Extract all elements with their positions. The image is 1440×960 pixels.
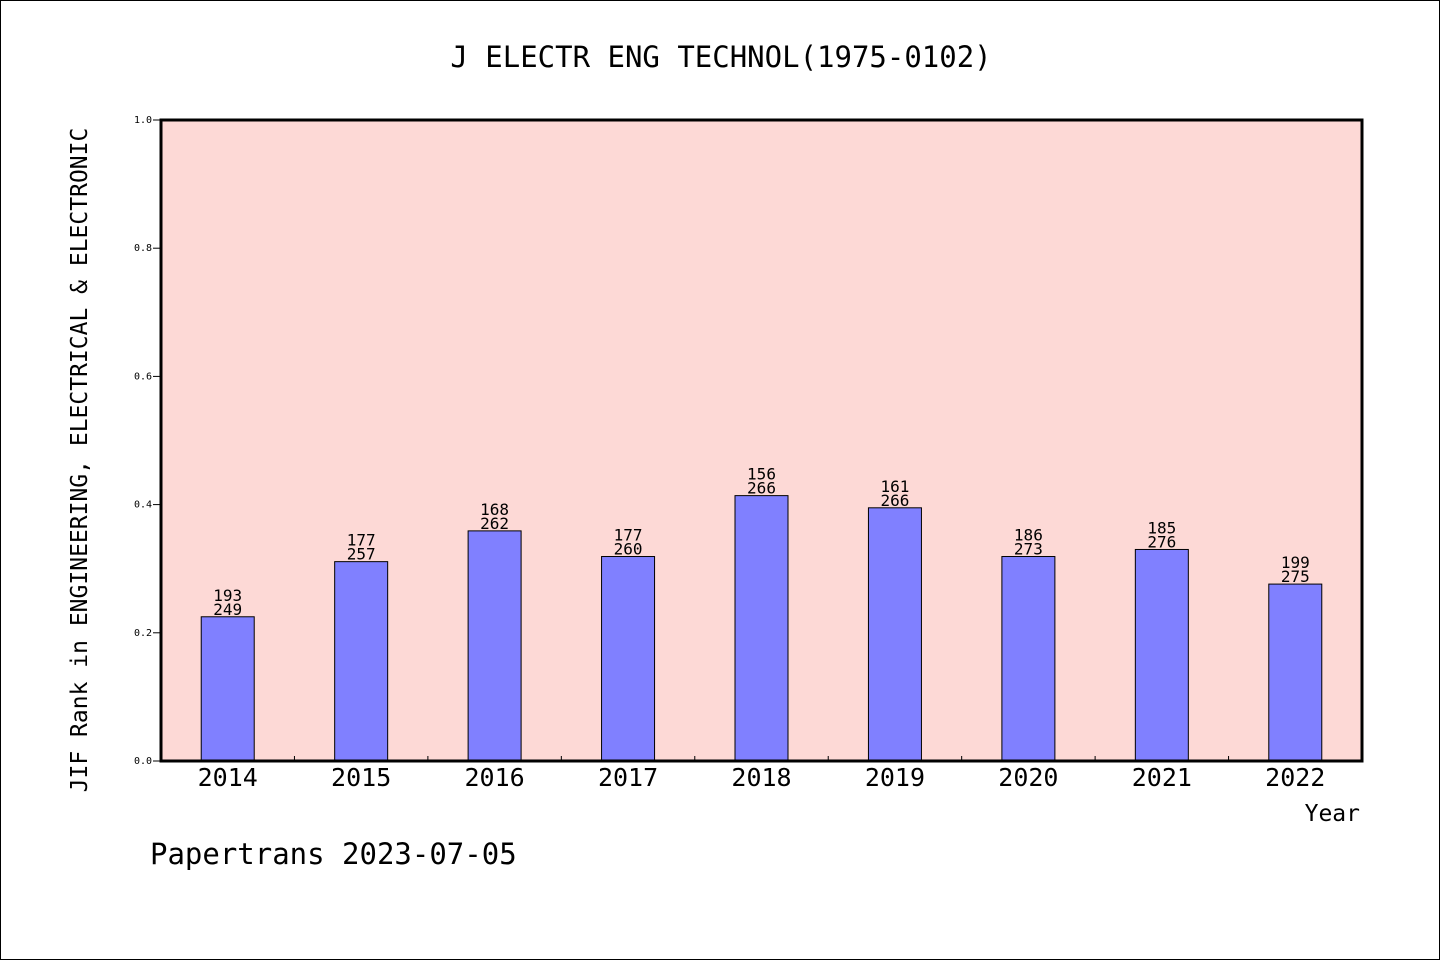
x-tick-label: 2018 bbox=[731, 763, 791, 792]
x-tick-label: 2022 bbox=[1265, 763, 1325, 792]
y-tick-label: 0.0 bbox=[134, 756, 152, 767]
bar-label-top: 177 bbox=[347, 531, 376, 550]
bar-2015 bbox=[334, 561, 389, 762]
bar-label-bottom: 275 bbox=[1281, 567, 1310, 586]
y-tick-label: 0.4 bbox=[134, 500, 152, 511]
bar-label-bottom: 273 bbox=[1014, 540, 1043, 559]
bar-2014 bbox=[200, 616, 255, 762]
bar-label-bottom: 257 bbox=[347, 545, 376, 564]
x-axis: 2014 2015 2016 2017 2018 2019 2020 2021 2022 bbox=[198, 756, 1325, 792]
bar-label-top: 185 bbox=[1147, 518, 1176, 537]
y-tick-label: 0.8 bbox=[134, 243, 152, 254]
bar-label-top: 177 bbox=[614, 526, 643, 545]
bar-label-bottom: 266 bbox=[747, 479, 776, 498]
bar-label-top: 193 bbox=[213, 586, 242, 605]
bar-label-top: 199 bbox=[1281, 553, 1310, 572]
bar-label-top: 156 bbox=[747, 465, 776, 484]
bars-group bbox=[200, 495, 1323, 762]
bar-label-top: 161 bbox=[880, 477, 909, 496]
bar-label-bottom: 260 bbox=[614, 540, 643, 559]
bar-label-bottom: 276 bbox=[1147, 532, 1176, 551]
chart-title: J ELECTR ENG TECHNOL(1975-0102) bbox=[450, 40, 991, 74]
bar-label-bottom: 266 bbox=[880, 491, 909, 510]
x-axis-label: Year bbox=[1305, 801, 1360, 827]
x-tick-label: 2019 bbox=[865, 763, 925, 792]
footer-credit: Papertrans 2023-07-05 bbox=[150, 837, 517, 871]
plot-border bbox=[159, 118, 1364, 763]
x-tick-label: 2021 bbox=[1132, 763, 1192, 792]
y-tick-label: 0.6 bbox=[134, 371, 152, 382]
bar-2021 bbox=[1134, 548, 1189, 762]
bar-2020 bbox=[1001, 556, 1056, 762]
x-tick-label: 2014 bbox=[198, 763, 258, 792]
y-tick-label: 0.2 bbox=[134, 628, 152, 639]
bar-2016 bbox=[467, 530, 522, 762]
x-tick-label: 2020 bbox=[998, 763, 1058, 792]
x-tick-label: 2016 bbox=[465, 763, 525, 792]
x-tick-label: 2015 bbox=[331, 763, 391, 792]
bar-2018 bbox=[734, 495, 789, 762]
y-tick-label: 1.0 bbox=[134, 115, 152, 126]
bar-2022 bbox=[1268, 583, 1323, 762]
x-tick-label: 2017 bbox=[598, 763, 658, 792]
y-axis: 0.0 0.2 0.4 0.6 0.8 1.0 bbox=[134, 115, 161, 767]
bar-label-top: 186 bbox=[1014, 526, 1043, 545]
bar-label-top: 168 bbox=[480, 500, 509, 519]
bar-label-bottom: 262 bbox=[480, 514, 509, 533]
bar-2017 bbox=[601, 556, 656, 762]
y-axis-label: JIF Rank in ENGINEERING, ELECTRICAL & EL… bbox=[67, 128, 93, 793]
bar-2019 bbox=[867, 507, 922, 762]
bar-label-bottom: 249 bbox=[213, 600, 242, 619]
